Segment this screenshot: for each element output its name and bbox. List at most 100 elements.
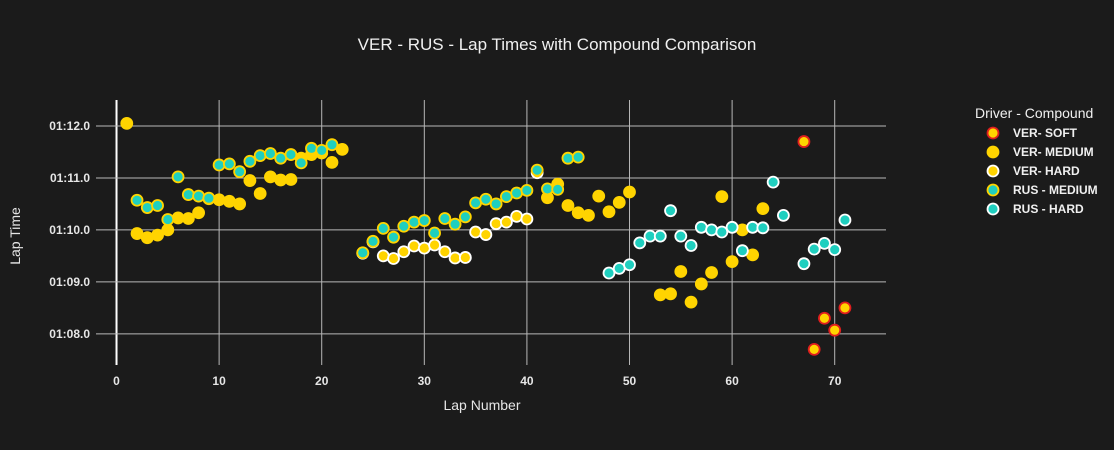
data-point[interactable] — [120, 116, 134, 130]
legend-item[interactable]: RUS - HARD — [986, 202, 1084, 216]
data-point[interactable] — [274, 151, 288, 165]
data-point[interactable] — [130, 193, 144, 207]
data-point[interactable] — [674, 265, 688, 278]
data-point[interactable] — [387, 230, 400, 244]
data-point[interactable] — [735, 223, 749, 237]
data-point[interactable] — [479, 192, 493, 206]
data-point[interactable] — [777, 208, 790, 222]
data-point[interactable] — [428, 238, 441, 252]
data-point[interactable] — [417, 214, 431, 227]
legend-item[interactable]: RUS - MEDIUM — [986, 183, 1098, 197]
data-point[interactable] — [243, 154, 257, 168]
data-point[interactable] — [376, 221, 390, 235]
data-point[interactable] — [530, 163, 544, 177]
data-point[interactable] — [520, 184, 534, 197]
data-point[interactable] — [181, 212, 195, 225]
legend-item[interactable]: VER- MEDIUM — [986, 145, 1094, 159]
data-point[interactable] — [520, 212, 534, 226]
data-point[interactable] — [633, 236, 647, 250]
data-point[interactable] — [315, 144, 329, 157]
data-point[interactable] — [192, 206, 205, 220]
data-point[interactable] — [623, 185, 636, 199]
data-point[interactable] — [212, 193, 226, 207]
data-point[interactable] — [807, 242, 821, 256]
data-point[interactable] — [694, 277, 708, 291]
data-point[interactable] — [756, 221, 770, 235]
data-point[interactable] — [212, 158, 226, 172]
data-point[interactable] — [161, 213, 175, 226]
legend-item[interactable]: VER- SOFT — [986, 126, 1078, 140]
data-point[interactable] — [171, 211, 185, 225]
data-point[interactable] — [428, 226, 441, 240]
data-point[interactable] — [284, 173, 298, 186]
legend-item[interactable]: VER- HARD — [986, 164, 1081, 178]
data-point[interactable] — [448, 251, 462, 265]
data-point[interactable] — [479, 228, 493, 241]
data-point[interactable] — [838, 213, 852, 227]
data-point[interactable] — [202, 191, 216, 205]
data-point[interactable] — [284, 148, 298, 161]
data-point[interactable] — [499, 190, 513, 204]
data-point[interactable] — [653, 229, 667, 243]
data-point[interactable] — [541, 182, 554, 196]
data-point[interactable] — [264, 147, 277, 160]
data-point[interactable] — [602, 266, 616, 280]
data-point[interactable] — [818, 311, 831, 325]
data-point[interactable] — [561, 199, 575, 212]
data-point[interactable] — [499, 215, 513, 229]
data-point[interactable] — [458, 210, 472, 224]
data-point[interactable] — [264, 170, 277, 184]
data-point[interactable] — [756, 202, 770, 215]
data-point[interactable] — [274, 173, 288, 187]
data-point[interactable] — [192, 189, 205, 203]
data-point[interactable] — [253, 187, 267, 200]
data-point[interactable] — [335, 142, 349, 156]
data-point[interactable] — [643, 229, 657, 243]
data-point[interactable] — [181, 188, 195, 201]
data-point[interactable] — [233, 197, 247, 211]
data-point[interactable] — [325, 155, 339, 169]
data-point[interactable] — [561, 151, 575, 165]
data-point[interactable] — [818, 237, 831, 250]
data-point[interactable] — [356, 246, 370, 260]
data-point[interactable] — [438, 245, 452, 259]
data-point[interactable] — [551, 182, 565, 196]
data-point[interactable] — [151, 199, 164, 212]
data-point[interactable] — [684, 295, 698, 309]
data-point[interactable] — [828, 323, 842, 337]
data-point[interactable] — [417, 241, 431, 255]
legend[interactable]: Driver - Compound VER- SOFT VER- MEDIUM VE… — [975, 105, 1098, 216]
data-point[interactable] — [664, 287, 677, 301]
data-point[interactable] — [725, 220, 739, 234]
data-point[interactable] — [161, 223, 175, 237]
data-point[interactable] — [469, 196, 483, 210]
data-point[interactable] — [746, 220, 760, 234]
data-point[interactable] — [612, 261, 626, 275]
data-point[interactable] — [305, 141, 318, 155]
data-point[interactable] — [130, 227, 144, 240]
data-point[interactable] — [151, 228, 164, 242]
data-point[interactable] — [715, 225, 729, 239]
data-point[interactable] — [602, 205, 616, 219]
data-point[interactable] — [489, 217, 503, 231]
data-point[interactable] — [582, 208, 595, 222]
data-point[interactable] — [571, 150, 585, 164]
data-point[interactable] — [397, 245, 411, 259]
data-point[interactable] — [510, 186, 524, 200]
data-point[interactable] — [746, 248, 760, 262]
data-point[interactable] — [653, 288, 667, 302]
data-point[interactable] — [694, 220, 708, 234]
data-point[interactable] — [222, 194, 236, 208]
data-point[interactable] — [438, 212, 452, 225]
data-point[interactable] — [407, 239, 421, 253]
data-point[interactable] — [397, 219, 411, 233]
data-point[interactable] — [458, 251, 472, 264]
data-point[interactable] — [797, 135, 811, 148]
data-point[interactable] — [664, 204, 677, 218]
data-point[interactable] — [325, 138, 339, 152]
data-point[interactable] — [705, 223, 718, 237]
data-point[interactable] — [735, 244, 749, 258]
data-point[interactable] — [222, 157, 236, 171]
data-point[interactable] — [469, 225, 483, 239]
data-point[interactable] — [828, 243, 842, 257]
